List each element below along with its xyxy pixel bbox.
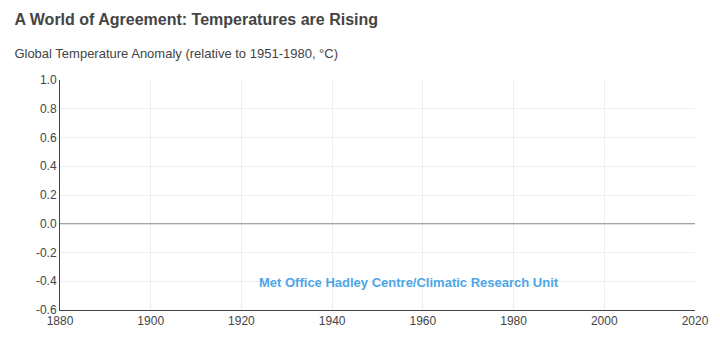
svg-text:0.6: 0.6: [40, 131, 57, 145]
svg-text:1940: 1940: [319, 314, 346, 328]
svg-text:0.2: 0.2: [40, 188, 57, 202]
svg-text:Global Temperature Anomaly (re: Global Temperature Anomaly (relative to …: [14, 46, 338, 61]
svg-text:0.0: 0.0: [40, 217, 57, 231]
svg-text:-0.4: -0.4: [36, 274, 57, 288]
svg-text:1900: 1900: [137, 314, 164, 328]
svg-text:0.8: 0.8: [40, 102, 57, 116]
svg-text:Met Office Hadley Centre/Clima: Met Office Hadley Centre/Climatic Resear…: [259, 275, 559, 290]
svg-text:-0.2: -0.2: [36, 246, 57, 260]
svg-text:1980: 1980: [500, 314, 527, 328]
svg-text:0.4: 0.4: [40, 159, 57, 173]
svg-text:1880: 1880: [47, 314, 74, 328]
svg-text:1.0: 1.0: [40, 73, 57, 87]
svg-text:2000: 2000: [591, 314, 618, 328]
svg-text:2020: 2020: [682, 314, 709, 328]
svg-text:1920: 1920: [228, 314, 255, 328]
svg-text:1960: 1960: [410, 314, 437, 328]
svg-text:-0.6: -0.6: [36, 303, 57, 317]
svg-text:A World of Agreement: Temperat: A World of Agreement: Temperatures are R…: [14, 11, 378, 28]
